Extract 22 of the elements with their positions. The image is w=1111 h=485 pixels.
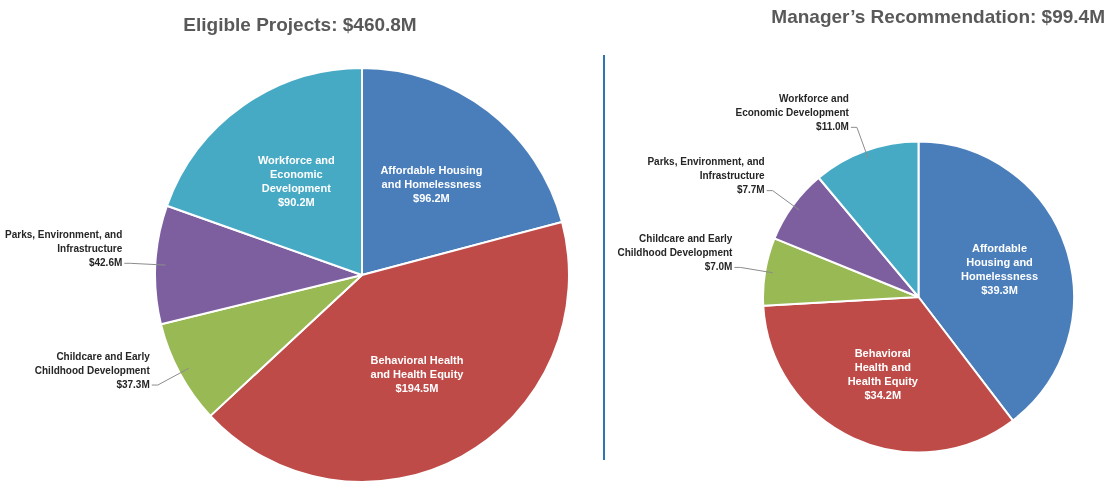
data-label: $37.3M: [116, 378, 150, 390]
chart-title: Eligible Projects: $460.8M: [182, 14, 418, 36]
data-label: $96.2M: [413, 191, 450, 204]
slice-label: Workforce and Economic Development: [257, 154, 335, 195]
slice-label: Behavioral Health and Health Equity: [370, 353, 465, 380]
slice-label: Childcare and Early Childhood Development: [34, 350, 151, 376]
data-label: $34.2M: [864, 388, 902, 401]
data-label: $7.0M: [704, 261, 733, 273]
slice-label: Behavioral Health and Health Equity: [847, 346, 919, 387]
slice-label: Affordable Housing and Homelessness: [960, 241, 1039, 282]
slice-label: Childcare and Early Childhood Development: [617, 233, 734, 259]
data-label: $90.2M: [277, 196, 315, 209]
slice-label: Workforce and Economic Development: [735, 93, 850, 119]
chart-title: Manager’s Recommendation: $99.4M: [770, 6, 1106, 28]
data-label: $194.5M: [395, 381, 439, 394]
slice-label: Parks, Environment, and Infrastructure: [5, 229, 123, 255]
data-label: $7.7M: [736, 184, 765, 196]
slice-label: Parks, Environment, and Infrastructure: [647, 156, 766, 182]
data-label: $42.6M: [88, 257, 123, 269]
slice-label: Affordable Housing and Homelessness: [380, 163, 483, 190]
data-label: $39.3M: [981, 283, 1018, 296]
data-label: $11.0M: [816, 121, 849, 133]
